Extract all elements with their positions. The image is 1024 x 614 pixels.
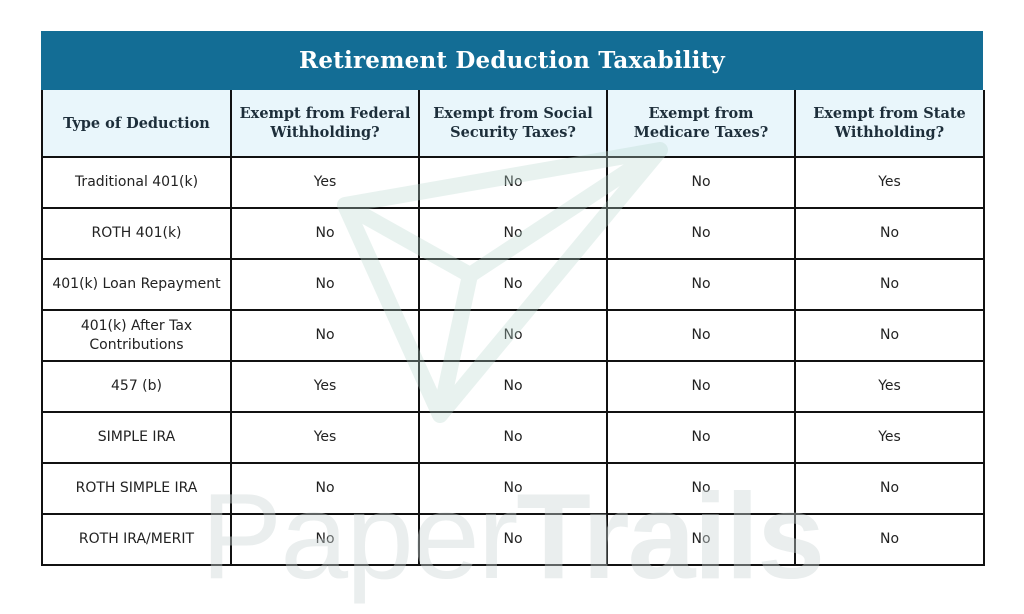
taxability-table: Type of Deduction Exempt from Federal Wi… <box>41 90 985 566</box>
cell-medicare: No <box>606 207 796 260</box>
cell-deduction-type: 401(k) Loan Repayment <box>41 258 232 311</box>
cell-deduction-type: Traditional 401(k) <box>41 156 232 209</box>
cell-social-security: No <box>418 207 608 260</box>
cell-federal: No <box>230 207 420 260</box>
table-row: ROTH IRA/MERIT No No No No <box>41 513 985 566</box>
cell-state: No <box>794 258 985 311</box>
header-row: Type of Deduction Exempt from Federal Wi… <box>41 90 985 158</box>
cell-medicare: No <box>606 513 796 566</box>
cell-federal: Yes <box>230 360 420 413</box>
cell-social-security: No <box>418 156 608 209</box>
cell-deduction-type: 401(k) After Tax Contributions <box>41 309 232 362</box>
cell-state: No <box>794 513 985 566</box>
table-row: ROTH 401(k) No No No No <box>41 207 985 260</box>
cell-deduction-type: ROTH 401(k) <box>41 207 232 260</box>
cell-medicare: No <box>606 156 796 209</box>
cell-deduction-type: 457 (b) <box>41 360 232 413</box>
cell-state: No <box>794 309 985 362</box>
cell-federal: No <box>230 462 420 515</box>
cell-state: No <box>794 207 985 260</box>
column-header-federal: Exempt from Federal Withholding? <box>230 90 420 158</box>
cell-social-security: No <box>418 309 608 362</box>
cell-federal: No <box>230 309 420 362</box>
cell-deduction-type: ROTH SIMPLE IRA <box>41 462 232 515</box>
column-header-medicare: Exempt from Medicare Taxes? <box>606 90 796 158</box>
column-header-state: Exempt from State Withholding? <box>794 90 985 158</box>
cell-federal: No <box>230 513 420 566</box>
cell-deduction-type: ROTH IRA/MERIT <box>41 513 232 566</box>
cell-social-security: No <box>418 411 608 464</box>
cell-state: No <box>794 462 985 515</box>
cell-social-security: No <box>418 462 608 515</box>
cell-social-security: No <box>418 258 608 311</box>
table-row: ROTH SIMPLE IRA No No No No <box>41 462 985 515</box>
cell-deduction-type: SIMPLE IRA <box>41 411 232 464</box>
cell-social-security: No <box>418 360 608 413</box>
table-row: 401(k) Loan Repayment No No No No <box>41 258 985 311</box>
cell-state: Yes <box>794 156 985 209</box>
taxability-table-card: Retirement Deduction Taxability Type of … <box>41 31 985 566</box>
cell-state: Yes <box>794 360 985 413</box>
cell-medicare: No <box>606 360 796 413</box>
table-row: 457 (b) Yes No No Yes <box>41 360 985 413</box>
cell-medicare: No <box>606 309 796 362</box>
column-header-type: Type of Deduction <box>41 90 232 158</box>
table-row: 401(k) After Tax Contributions No No No … <box>41 309 985 362</box>
cell-federal: No <box>230 258 420 311</box>
cell-medicare: No <box>606 411 796 464</box>
cell-state: Yes <box>794 411 985 464</box>
column-header-social-security: Exempt from Social Security Taxes? <box>418 90 608 158</box>
table-row: Traditional 401(k) Yes No No Yes <box>41 156 985 209</box>
cell-social-security: No <box>418 513 608 566</box>
cell-federal: Yes <box>230 156 420 209</box>
cell-medicare: No <box>606 258 796 311</box>
cell-medicare: No <box>606 462 796 515</box>
table-row: SIMPLE IRA Yes No No Yes <box>41 411 985 464</box>
table-title: Retirement Deduction Taxability <box>41 31 983 90</box>
cell-federal: Yes <box>230 411 420 464</box>
